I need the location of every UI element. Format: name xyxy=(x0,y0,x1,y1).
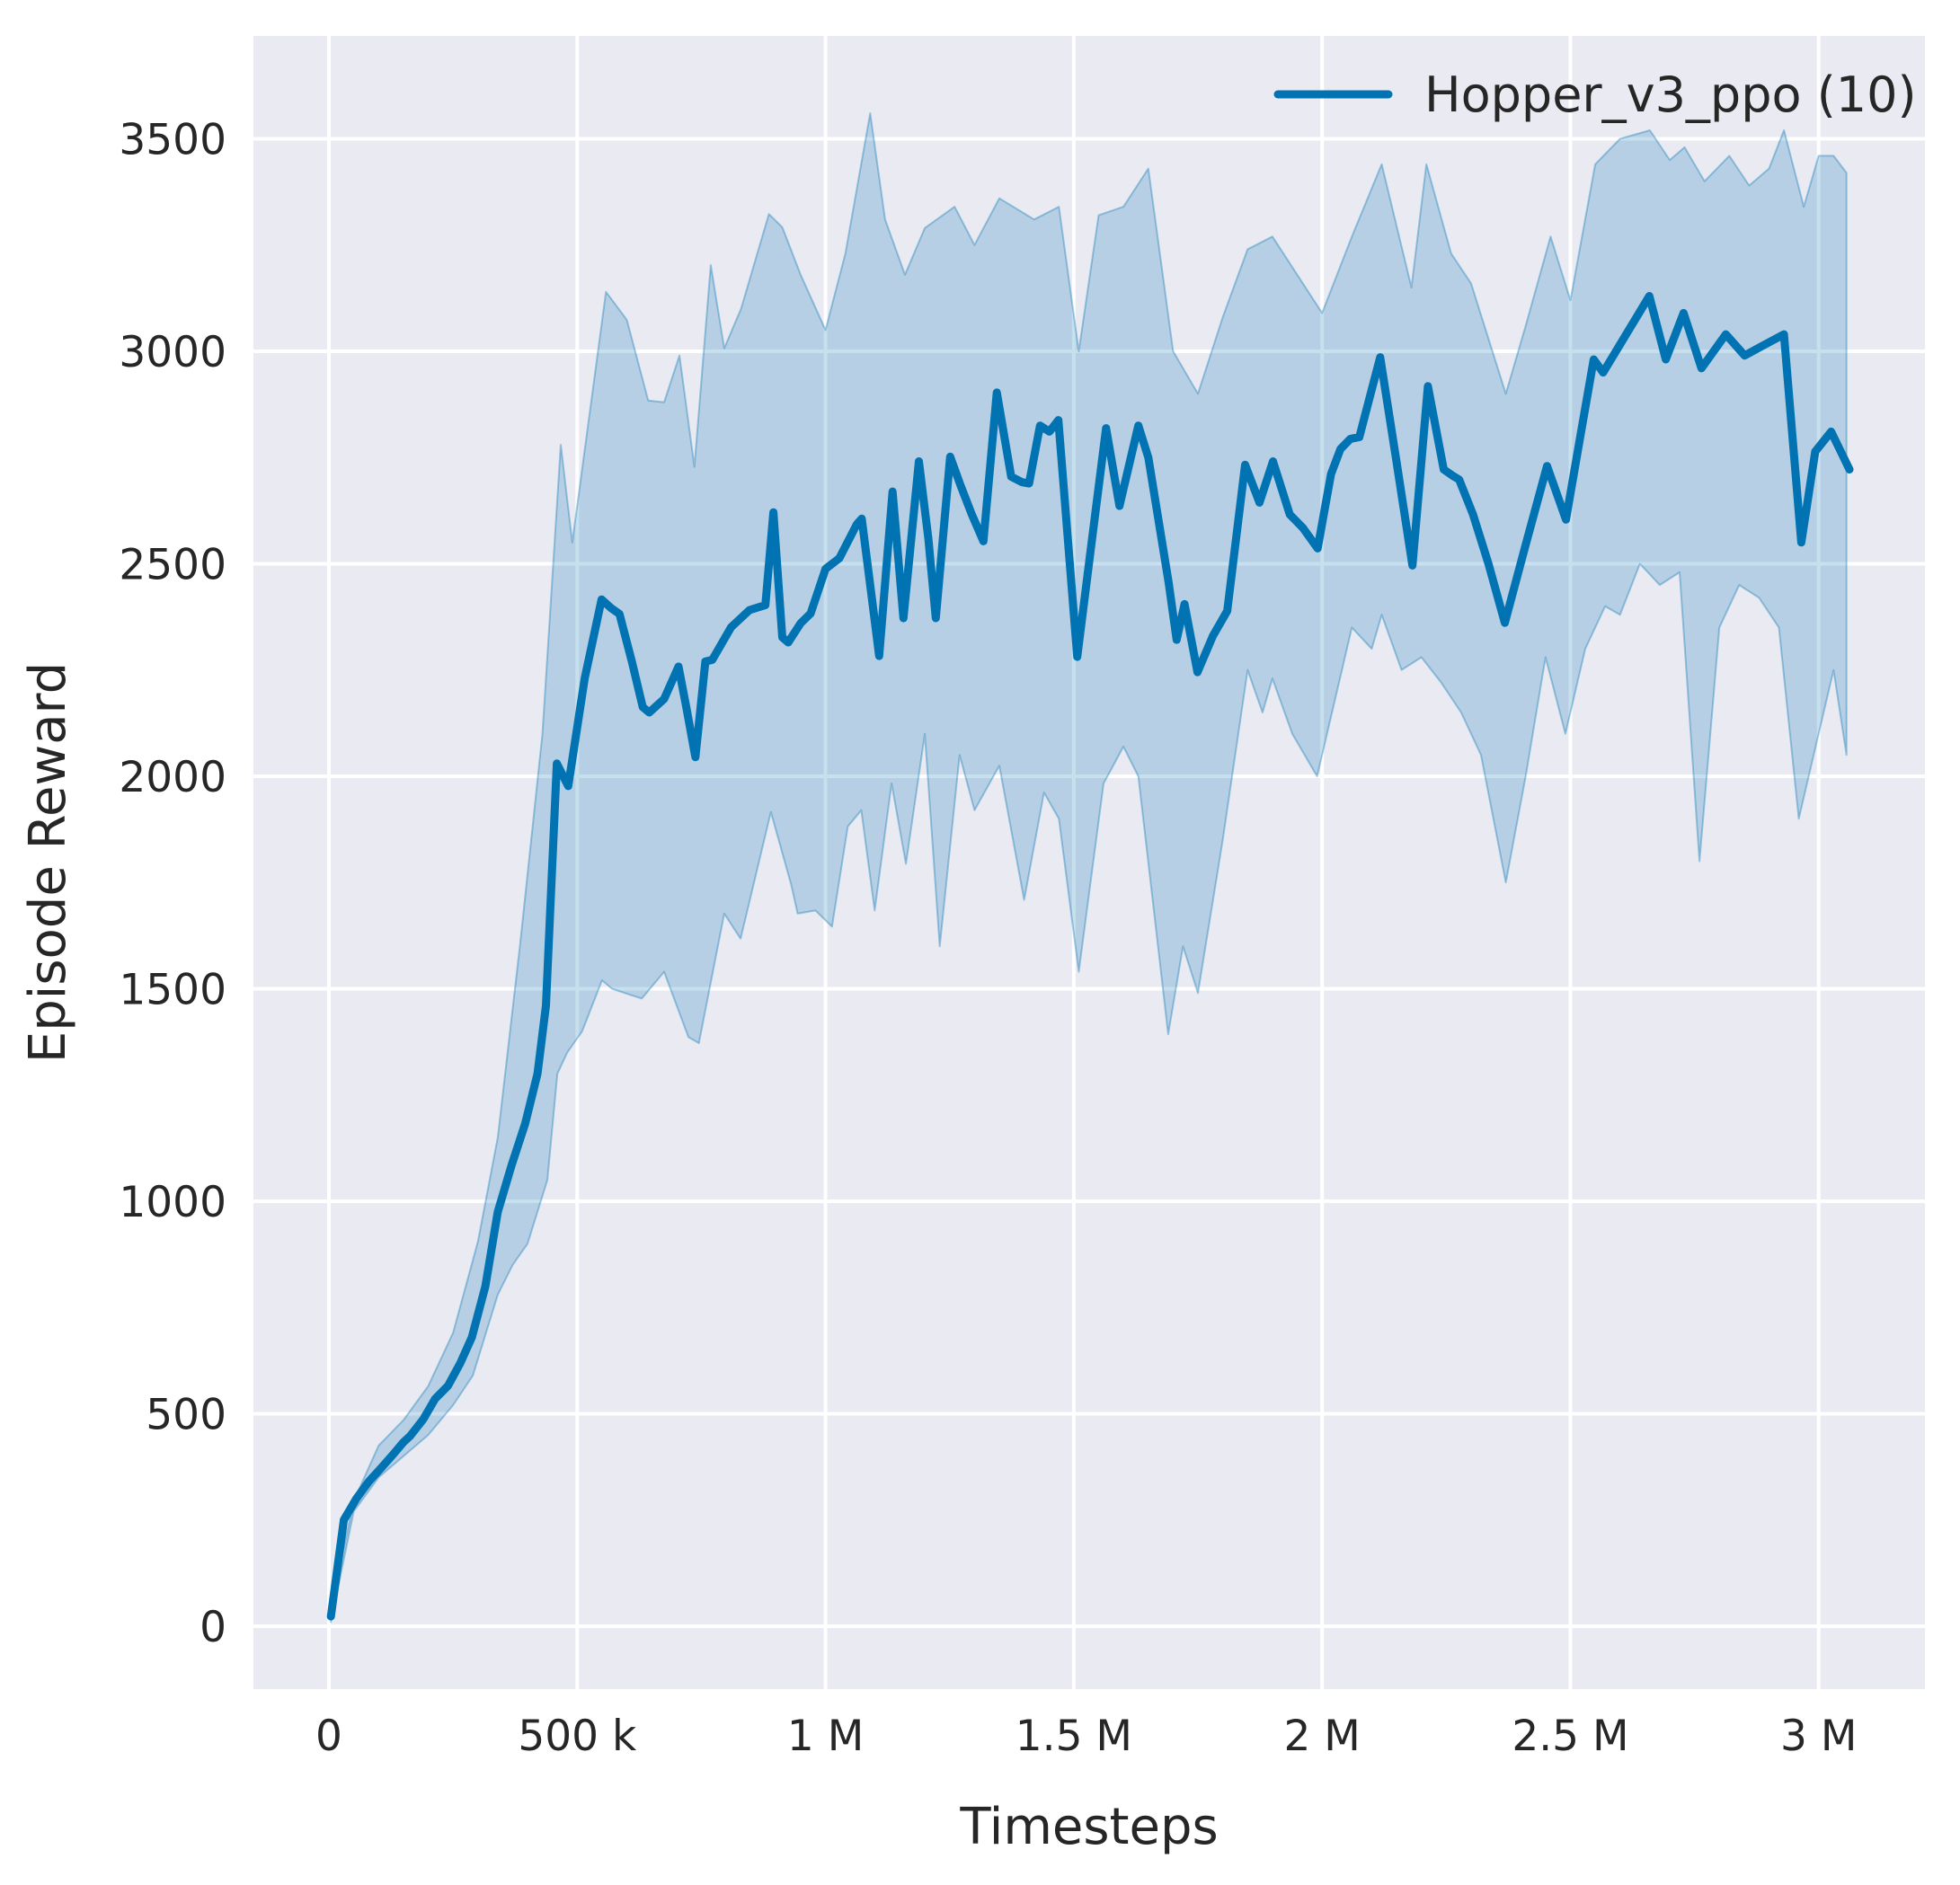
mean-reward-line xyxy=(326,292,1854,1621)
y-tick-label: 2000 xyxy=(119,753,226,802)
x-axis-label: Timesteps xyxy=(959,1798,1218,1856)
legend: Hopper_v3_ppo (10) xyxy=(1273,66,1917,123)
y-tick-label: 1000 xyxy=(119,1178,226,1227)
x-tick-label: 2.5 M xyxy=(1512,1712,1628,1761)
y-axis-label: Episode Reward xyxy=(19,662,77,1063)
y-tick-labels: 0 500 1000 1500 2000 2500 3000 3500 xyxy=(119,115,226,1652)
legend-entry-label: Hopper_v3_ppo (10) xyxy=(1424,66,1917,123)
y-tick-label: 3000 xyxy=(119,328,226,377)
x-tick-label: 1.5 M xyxy=(1015,1712,1132,1761)
mean-reward-polyline xyxy=(326,292,1854,1621)
x-tick-label: 3 M xyxy=(1780,1712,1857,1761)
y-tick-label: 500 xyxy=(146,1390,226,1439)
x-tick-label: 500 k xyxy=(518,1712,637,1761)
y-tick-label: 3500 xyxy=(119,115,226,164)
x-tick-label: 2 M xyxy=(1283,1712,1360,1761)
x-tick-label: 0 xyxy=(315,1712,342,1761)
x-tick-label: 1 M xyxy=(787,1712,864,1761)
y-tick-label: 2500 xyxy=(119,540,226,589)
y-tick-label: 0 xyxy=(200,1603,226,1652)
y-tick-label: 1500 xyxy=(119,965,226,1014)
x-tick-labels: 0 500 k 1 M 1.5 M 2 M 2.5 M 3 M xyxy=(315,1712,1857,1761)
gridlines xyxy=(253,36,1925,1689)
